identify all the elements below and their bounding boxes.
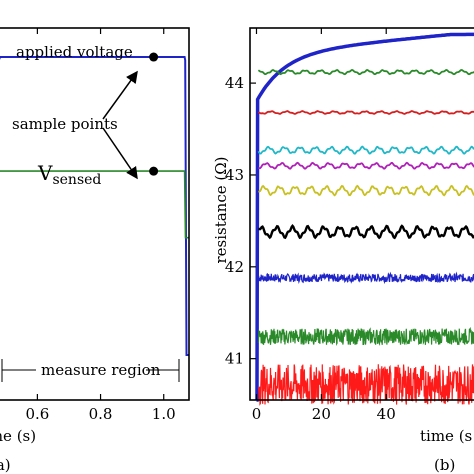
panel-b-series-line-6 [258, 224, 474, 240]
panel-b-xticks: 0 20 40 [252, 28, 396, 423]
arrow-to-upper-sample-point [102, 70, 138, 120]
sample-point-marker-0 [149, 52, 159, 62]
panel-b-frame [249, 27, 474, 401]
panel-b-ytick-label-2: 43 [225, 166, 244, 184]
panel-b: 0 20 40 41 42 43 44 resistance (Ω) time (s (b… [212, 27, 474, 474]
v-sensed-main: V [37, 161, 53, 185]
panel-a-series-line-0 [0, 56, 189, 356]
panel-a-series-group [0, 56, 189, 356]
panel-b-ytick-label-0: 41 [225, 350, 244, 368]
applied-voltage-label: applied voltage [16, 43, 133, 61]
panel-b-series-group [255, 32, 474, 406]
panel-a-xtick-label-0: 0.6 [25, 405, 49, 423]
panel-b-series-line-7 [257, 271, 474, 285]
panel-b-ytick-label-3: 44 [225, 74, 244, 92]
panel-b-series-line-5 [258, 184, 474, 197]
panel-b-y-axis-label: resistance (Ω) [212, 156, 230, 263]
sample-point-marker-1 [149, 166, 159, 176]
panel-b-series-line-8 [257, 327, 474, 347]
panel-a-xtick-label-1: 0.8 [89, 405, 113, 423]
panel-a-frame [0, 27, 190, 401]
panel-a-series-line-1 [0, 170, 189, 239]
panel-a-xtick-label-2: 1.0 [152, 405, 176, 423]
panel-a-x-axis-label: time (s) [0, 427, 36, 445]
sample-points-label: sample points [12, 115, 118, 133]
panel-b-series-line-1 [257, 69, 474, 76]
panel-a-xticks: 0.6 0.8 1.0 [25, 28, 176, 423]
panel-b-label: (b) [434, 456, 455, 474]
arrow-to-lower-sample-point [102, 127, 138, 180]
panel-b-series-line-0 [255, 32, 474, 402]
panel-b-xtick-label-2: 40 [377, 405, 396, 423]
panel-b-yticks: 41 42 43 44 [225, 74, 256, 368]
panel-b-series-line-4 [257, 161, 474, 170]
panel-a: 0.6 0.8 1.0 applied voltage sample points … [0, 27, 190, 474]
panel-b-x-axis-label: time (s [420, 427, 472, 445]
v-sensed-label: Vsensed [37, 161, 101, 188]
panel-b-series-line-3 [257, 145, 474, 155]
panel-b-series-line-2 [257, 110, 474, 115]
panel-b-xtick-label-0: 0 [252, 405, 262, 423]
panel-b-series-line-9 [257, 364, 474, 406]
panel-b-xtick-label-1: 20 [312, 405, 331, 423]
v-sensed-subscript: sensed [52, 172, 101, 188]
panel-a-label: (a) [0, 456, 11, 474]
measure-region-label: measure region [41, 361, 161, 379]
panel-a-markers-group [149, 52, 159, 176]
panel-b-ytick-label-1: 42 [225, 258, 244, 276]
